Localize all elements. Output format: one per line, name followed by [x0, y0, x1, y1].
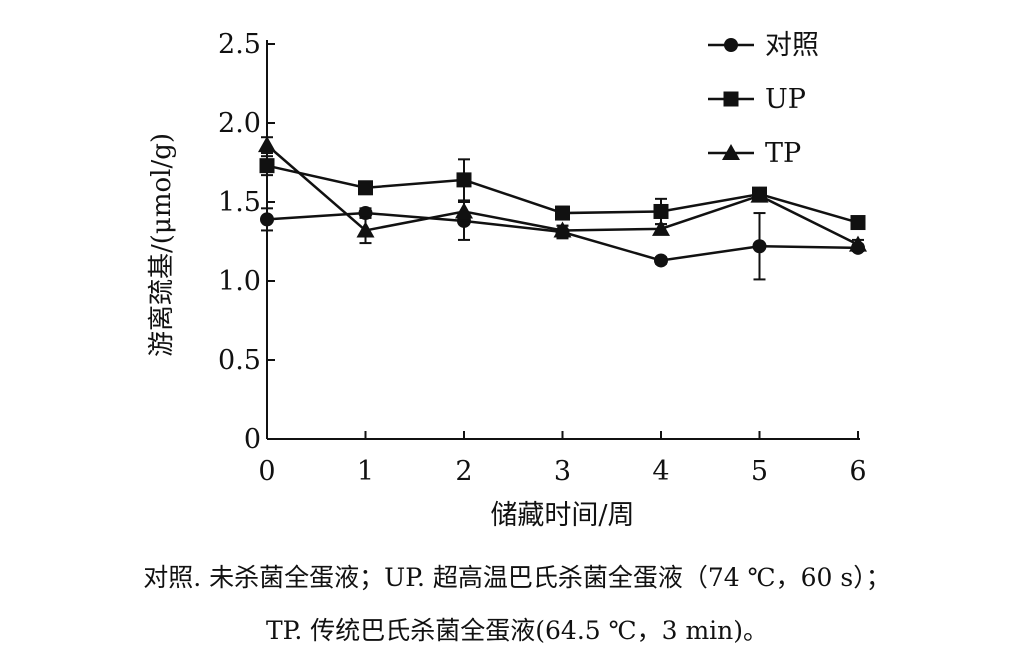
line-chart: 0 0.5 1.0 1.5 2.0 2.5 0 1 2 3 4 5 6 储藏时间/周 游离巯基/(μmol/…	[147, 29, 867, 531]
y-tick-label: 2.5	[218, 29, 261, 60]
data-point	[752, 239, 767, 254]
legend-label: 对照	[765, 30, 819, 61]
chart-legend: 对照 UP TP	[708, 30, 819, 169]
data-point	[553, 221, 572, 238]
legend-label: TP	[765, 138, 801, 169]
data-point	[654, 253, 668, 268]
data-point	[653, 203, 669, 219]
legend-marker	[723, 91, 739, 107]
data-point	[850, 215, 866, 231]
data-point	[259, 158, 275, 174]
y-tick-label: 0.5	[218, 345, 261, 376]
data-point	[652, 219, 670, 236]
x-tick-label: 3	[554, 456, 571, 487]
figure-caption-line-1: 对照. 未杀菌全蛋液；UP. 超高温巴氏杀菌全蛋液（74 ℃，60 s）；	[143, 563, 891, 592]
x-tick-label: 6	[849, 456, 866, 487]
chart-series	[258, 136, 867, 281]
y-tick-label: 1.0	[218, 266, 261, 297]
data-point	[750, 186, 769, 203]
y-tick-label: 0	[244, 424, 261, 455]
data-point	[358, 206, 373, 221]
legend-marker	[724, 38, 738, 52]
x-tick-label: 5	[751, 456, 768, 487]
figure-caption-line-2: TP. 传统巴氏杀菌全蛋液(64.5 ℃，3 min)。	[265, 616, 769, 645]
legend-marker	[722, 144, 740, 160]
data-point	[455, 202, 473, 219]
x-tick-label: 4	[652, 456, 669, 487]
data-point	[356, 221, 375, 238]
data-point	[555, 205, 570, 221]
y-axis-title: 游离巯基/(μmol/g)	[147, 133, 177, 357]
y-tick-label: 2.0	[218, 108, 261, 139]
x-tick-label: 2	[455, 456, 472, 487]
data-point	[358, 180, 373, 196]
y-tick-label: 1.5	[218, 187, 261, 218]
legend-label: UP	[765, 84, 806, 115]
data-point	[260, 212, 274, 227]
series-triangle	[258, 136, 867, 252]
data-point	[849, 235, 867, 252]
x-tick-label: 0	[258, 456, 275, 487]
x-tick-label: 1	[357, 456, 374, 487]
chart-axes: 0 0.5 1.0 1.5 2.0 2.5 0 1 2 3 4 5 6 储藏时间/周 游离巯基/(μmol/…	[147, 29, 867, 531]
data-point	[456, 172, 472, 188]
data-point	[258, 136, 276, 153]
x-axis-title: 储藏时间/周	[490, 500, 634, 531]
